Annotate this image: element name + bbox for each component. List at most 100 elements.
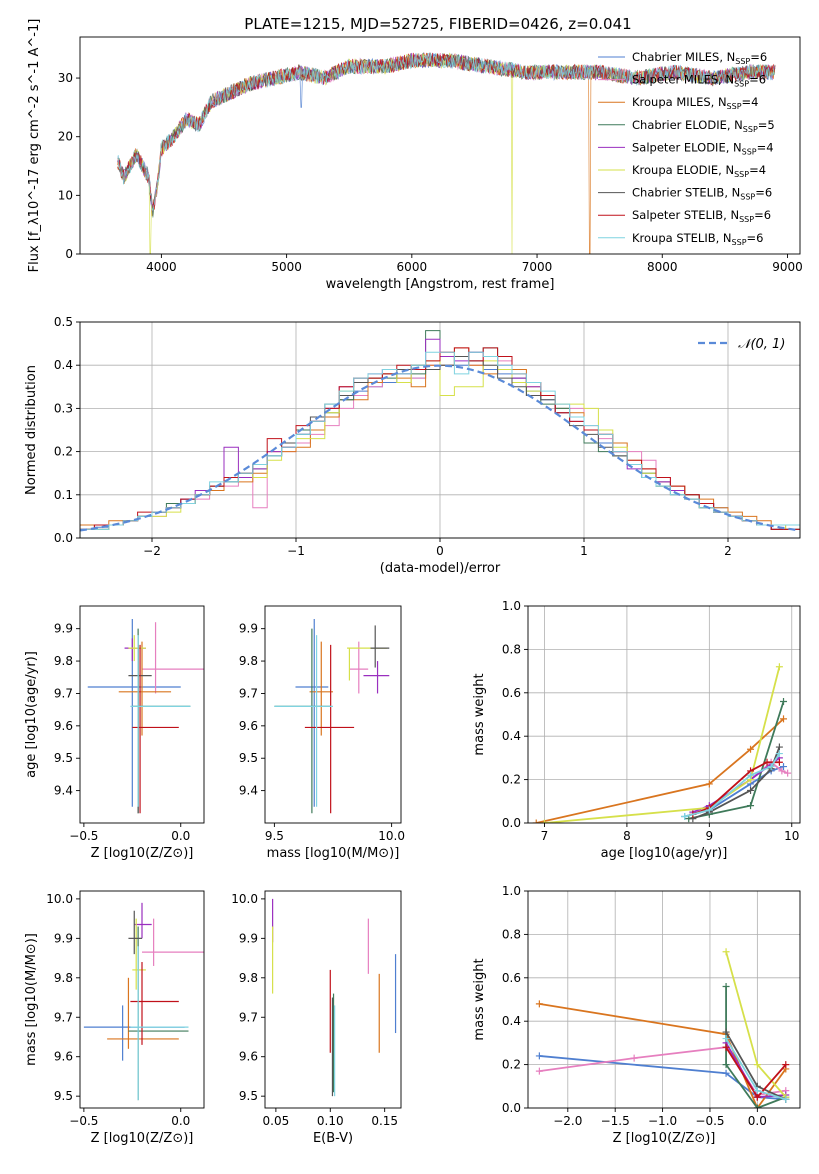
- x-tick-label: −0.5: [69, 829, 98, 843]
- y-tick-label: 9.9: [54, 931, 73, 945]
- weight-marker: [722, 1028, 730, 1036]
- spectrum-line: [117, 52, 776, 211]
- legend-entry: Kroupa ELODIE, NSSP=4: [632, 163, 766, 179]
- x-tick-label: 0.05: [263, 1114, 290, 1128]
- y-tick-label: 0.5: [54, 315, 73, 329]
- plot-area: [87, 618, 204, 814]
- legend-entry: Salpeter STELIB, NSSP=6: [632, 208, 771, 224]
- panel-mass-vs-Z: −0.5 0.0 9.5 9.6 9.7 9.8 9.9 10.0 Z [log10(Z/Z⊙)…: [24, 890, 205, 1146]
- legend-entry-sub: SSP: [742, 147, 757, 156]
- y-tick-label: 0.2: [502, 773, 521, 787]
- x-tick-label: −2: [143, 544, 161, 558]
- y-tick-label: 0.6: [502, 686, 521, 700]
- legend-entry-value: =4: [749, 163, 766, 177]
- x-tick-label: 1: [580, 544, 588, 558]
- plot-area: [117, 51, 776, 254]
- y-tick-label: 9.4: [239, 784, 258, 798]
- legend-entry-sub: SSP: [743, 125, 758, 134]
- panel-mass-vs-ebv: 0.05 0.10 0.15 9.5 9.6 9.7 9.8 9.9 10.0 E(B-V): [231, 890, 402, 1146]
- y-tick-label: 9.5: [239, 751, 258, 765]
- y-tick-label: 0.8: [502, 927, 521, 941]
- legend-entry-sub: SSP: [734, 80, 749, 89]
- y-tick-label: 9.8: [239, 654, 258, 668]
- x-axis-label: Z [log10(Z/Z⊙)]: [613, 1131, 716, 1146]
- weight-marker: [722, 1035, 730, 1043]
- legend-entry-sub: SSP: [740, 193, 755, 202]
- y-tick-label: 30: [58, 71, 73, 85]
- y-tick-label: 10.0: [231, 892, 258, 906]
- weight-marker: [775, 758, 783, 766]
- legend-entry: Salpeter ELODIE, NSSP=4: [632, 140, 774, 156]
- x-tick-label: 0.0: [171, 829, 190, 843]
- legend: Chabrier MILES, NSSP=6 Salpeter MILES, NS…: [598, 50, 775, 247]
- legend-entry-value: =6: [755, 186, 772, 200]
- x-tick-label: 0.10: [317, 1114, 344, 1128]
- weight-marker: [784, 769, 792, 777]
- x-tick-label: 10: [784, 829, 799, 843]
- y-tick-label: 9.6: [54, 719, 73, 733]
- plot-area: [535, 948, 790, 1108]
- y-tick-label: 0.8: [502, 642, 521, 656]
- legend-entry: Salpeter MILES, NSSP=6: [632, 73, 766, 89]
- y-tick-label: 9.6: [54, 1050, 73, 1064]
- weight-marker: [705, 806, 713, 814]
- x-tick-label: 0: [436, 544, 444, 558]
- x-tick-label: 0.0: [171, 1114, 190, 1128]
- weight-marker: [775, 743, 783, 751]
- x-tick-label: 6000: [397, 260, 428, 274]
- histogram-step: [80, 338, 800, 538]
- x-tick-label: −0.5: [69, 1114, 98, 1128]
- x-axis-label: wavelength [Angstrom, rest frame]: [326, 277, 555, 292]
- y-tick-label: 0.0: [54, 531, 73, 545]
- normal-curve: [80, 364, 798, 532]
- y-tick-label: 0.0: [502, 1101, 521, 1115]
- y-tick-label: 9.6: [239, 1050, 258, 1064]
- y-axis-label: age [log10(age/yr)]: [24, 651, 39, 778]
- y-tick-label: 9.4: [54, 784, 73, 798]
- y-tick-label: 0.4: [502, 729, 521, 743]
- x-tick-label: 10.0: [378, 829, 405, 843]
- y-tick-label: 0.0: [502, 816, 521, 830]
- legend-entry: Chabrier STELIB, NSSP=6: [632, 186, 772, 202]
- panel-weight-vs-Z: −2.0 −1.5 −1.0 −0.5 0.0 0.0 0.2 0.4 0.6 0.8 1.0 Z […: [472, 884, 801, 1146]
- legend-entry-sub: SSP: [732, 238, 747, 247]
- y-tick-label: 9.7: [239, 686, 258, 700]
- weight-marker: [780, 763, 788, 771]
- x-axis-label: age [log10(age/yr)]: [601, 846, 728, 861]
- y-tick-label: 20: [58, 130, 73, 144]
- histogram-step: [80, 351, 800, 538]
- weight-line: [688, 701, 785, 820]
- plot-area: [80, 330, 800, 538]
- weight-marker: [535, 1000, 543, 1008]
- weight-marker: [681, 812, 689, 820]
- weight-marker: [722, 1043, 730, 1051]
- legend-entry: Chabrier MILES, NSSP=6: [632, 50, 767, 66]
- x-tick-label: 9.5: [265, 829, 284, 843]
- weight-marker: [630, 1054, 638, 1062]
- weight-marker: [705, 780, 713, 788]
- weight-marker: [747, 786, 755, 794]
- y-tick-label: 9.7: [54, 1010, 73, 1024]
- y-tick-label: 10.0: [46, 892, 73, 906]
- y-tick-label: 0.3: [54, 401, 73, 415]
- plot-area: [274, 618, 390, 814]
- spectrum-line: [117, 52, 776, 210]
- weight-marker: [778, 767, 786, 775]
- y-tick-label: 1.0: [502, 599, 521, 613]
- panel-spectrum: 4000 5000 6000 7000 8000 9000 0 10 20 30 wavelengt…: [27, 19, 803, 292]
- x-tick-label: 0.0: [748, 1114, 767, 1128]
- weight-marker: [775, 663, 783, 671]
- y-axis-label: mass weight: [472, 673, 487, 755]
- x-tick-label: −1: [287, 544, 305, 558]
- y-tick-label: 9.5: [54, 751, 73, 765]
- y-axis-label: Flux [f_λ10^-17 erg cm^-2 s^-1 A^-1]: [27, 19, 42, 273]
- legend-entry-sub: SSP: [734, 170, 749, 179]
- figure-title: PLATE=1215, MJD=52725, FIBERID=0426, z=0…: [244, 15, 631, 33]
- legend-entry-value: =6: [747, 231, 764, 245]
- x-tick-label: 0.15: [371, 1114, 398, 1128]
- x-axis-label: Z [log10(Z/Z⊙)]: [91, 1131, 194, 1146]
- legend-entry-value: =4: [757, 140, 774, 154]
- weight-marker: [722, 1061, 730, 1069]
- x-tick-label: 9000: [772, 260, 803, 274]
- x-tick-label: −1.5: [601, 1114, 630, 1128]
